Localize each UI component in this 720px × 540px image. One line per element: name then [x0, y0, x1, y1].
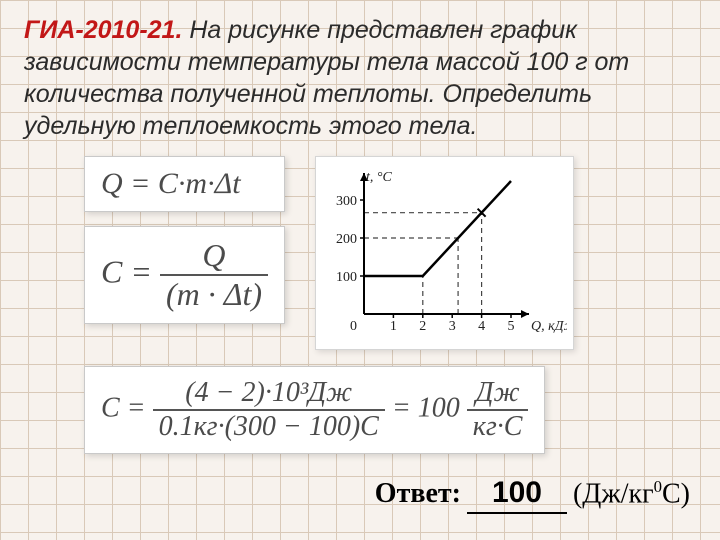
formula-q: Q = C·m·Δt [84, 156, 285, 212]
formula-c: C = Q (m · Δt) [84, 226, 285, 324]
svg-text:0: 0 [350, 319, 357, 334]
svg-text:4: 4 [478, 319, 485, 334]
f3-eq: = 100 [392, 392, 460, 423]
svg-text:5: 5 [508, 319, 515, 334]
answer-value: 100 [467, 476, 567, 514]
formula-column: Q = C·m·Δt C = Q (m · Δt) [84, 156, 285, 324]
f3-num: (4 − 2)·10³Дж [153, 377, 385, 409]
answer-label: Ответ: [375, 478, 461, 510]
f1-lhs: Q = [101, 167, 158, 200]
answer-unit: (Дж/кг0С) [573, 477, 690, 510]
answer-line: Ответ: 100 (Дж/кг0С) [375, 476, 690, 514]
f2-den: (m · Δt) [160, 274, 268, 313]
f2-num: Q [160, 237, 268, 274]
svg-text:100: 100 [336, 270, 357, 285]
svg-text:1: 1 [390, 319, 397, 334]
f1-rhs: C·m·Δt [158, 167, 241, 200]
f3-unit-den: кг·С [467, 409, 529, 443]
svg-text:200: 200 [336, 232, 357, 247]
f3-den: 0.1кг·(300 − 100)С [153, 409, 385, 443]
f3-unit-num: Дж [467, 377, 529, 409]
f3-lhs: C = [101, 392, 153, 423]
temperature-chart: 1 2 3 4 5 100 200 300 0 t, °C Q, кДж [322, 163, 567, 338]
f2-lhs: C = [101, 253, 160, 289]
svg-text:3: 3 [449, 319, 456, 334]
svg-text:t, °C: t, °C [366, 170, 392, 185]
formula-calc: C = (4 − 2)·10³Дж 0.1кг·(300 − 100)С = 1… [84, 366, 545, 454]
svg-text:300: 300 [336, 194, 357, 209]
problem-text: ГИА-2010-21. На рисунке представлен граф… [24, 14, 696, 142]
svg-text:Q, кДж: Q, кДж [531, 319, 567, 334]
f3-fraction: (4 − 2)·10³Дж 0.1кг·(300 − 100)С [153, 377, 385, 443]
problem-lead: ГИА-2010-21. [24, 16, 182, 44]
f2-fraction: Q (m · Δt) [160, 237, 268, 313]
f3-unit-fraction: Дж кг·С [467, 377, 529, 443]
chart-container: 1 2 3 4 5 100 200 300 0 t, °C Q, кДж [315, 156, 574, 350]
svg-text:2: 2 [419, 319, 426, 334]
